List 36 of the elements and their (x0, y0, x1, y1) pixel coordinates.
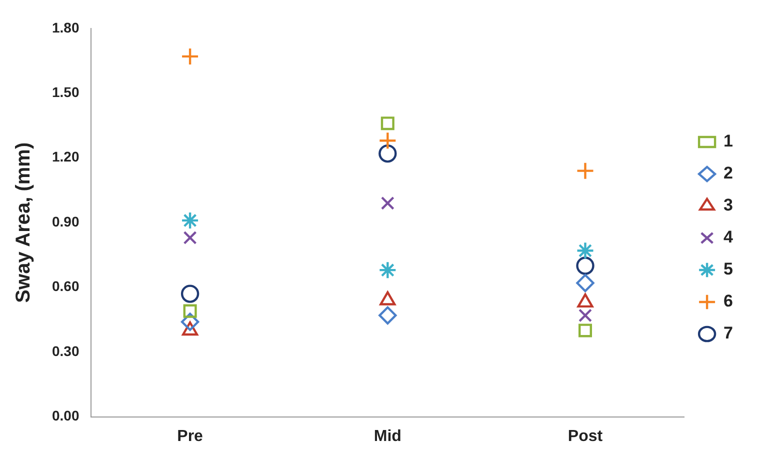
point (378, 132, 397, 150)
y-tick-label: 1.20 (52, 148, 80, 165)
point (578, 308, 592, 322)
y-axis-title: Sway Area, (mm) (12, 142, 35, 303)
y-tick-label: 0.60 (52, 278, 80, 294)
point (183, 230, 197, 244)
point (576, 274, 594, 292)
x-tick-label: Post (568, 428, 604, 445)
legend-label: 3 (724, 196, 734, 215)
point (183, 304, 197, 318)
legend-label: 1 (724, 132, 734, 151)
point (576, 242, 594, 260)
legend-label: 4 (724, 228, 734, 247)
x-tick-label: Pre (177, 428, 204, 445)
point (578, 324, 592, 338)
y-tick-label: 1.50 (52, 84, 80, 100)
point (576, 256, 594, 275)
y-tick-label: 0.00 (52, 408, 80, 424)
legend-label: 6 (724, 292, 734, 311)
y-tick-label: 0.90 (52, 213, 80, 230)
point (380, 196, 394, 210)
legend-label: 2 (724, 164, 734, 183)
point (576, 162, 594, 180)
point (180, 211, 200, 230)
point (180, 312, 200, 331)
point (378, 144, 397, 163)
point (378, 306, 397, 324)
legend-label: 7 (724, 324, 734, 343)
point (180, 284, 200, 303)
x-tick-label: Mid (374, 428, 402, 445)
legend-label: 5 (724, 260, 734, 279)
point (180, 47, 200, 66)
point (380, 116, 394, 130)
y-tick-label: 0.30 (52, 342, 80, 359)
point (378, 260, 397, 280)
y-tick-label: 1.80 (52, 19, 80, 36)
